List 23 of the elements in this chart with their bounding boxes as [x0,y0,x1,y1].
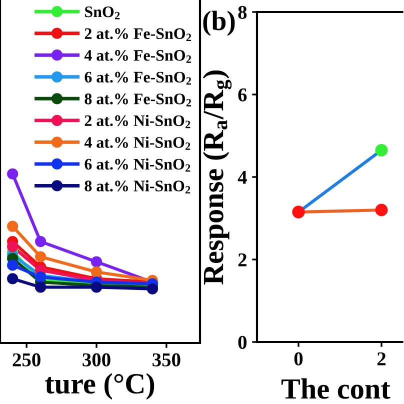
y-tick-label: 2 [238,253,246,266]
legend-label: 4 at.% Fe-SnO$_{2}$ [84,50,192,63]
text: (b) [203,10,235,36]
legend-label: 8 at.% Fe-SnO$_{2}$ [84,94,192,106]
legend-label: 6 at.% Fe-SnO$_{2}$ [84,72,192,85]
x-tick-label: 250 [12,353,40,366]
legend-label: 2 at.% Fe-SnO$_{2}$ [84,28,192,42]
y-tick-label: 6 [238,88,247,102]
x-axis-title: ture (°C) [45,373,154,400]
x-tick-label: 0 [294,352,303,366]
y-tick-label: 8 [238,6,247,19]
y-tick-label: 0 [238,336,247,349]
y-tick-label: 4 [238,170,247,184]
x-axis-title: The cont [281,378,390,399]
legend-label: 2 at.% Ni-SnO$_{2}$ [84,114,190,128]
legend-label: 6 at.% Ni-SnO$_{2}$ [84,158,190,172]
x-tick-label: 350 [152,353,180,366]
legend-label: SnO$_{2}$ [85,6,120,20]
legend-label: 4 at.% Ni-SnO$_{2}$ [84,136,190,150]
y-axis-title: Response (R$_{a}$/R$_{g}$) [202,70,232,285]
x-tick-label: 300 [82,353,110,366]
x-tick-label: 2 [377,352,386,366]
legend-label: 8 at.% Ni-SnO$_{2}$ [84,180,190,194]
